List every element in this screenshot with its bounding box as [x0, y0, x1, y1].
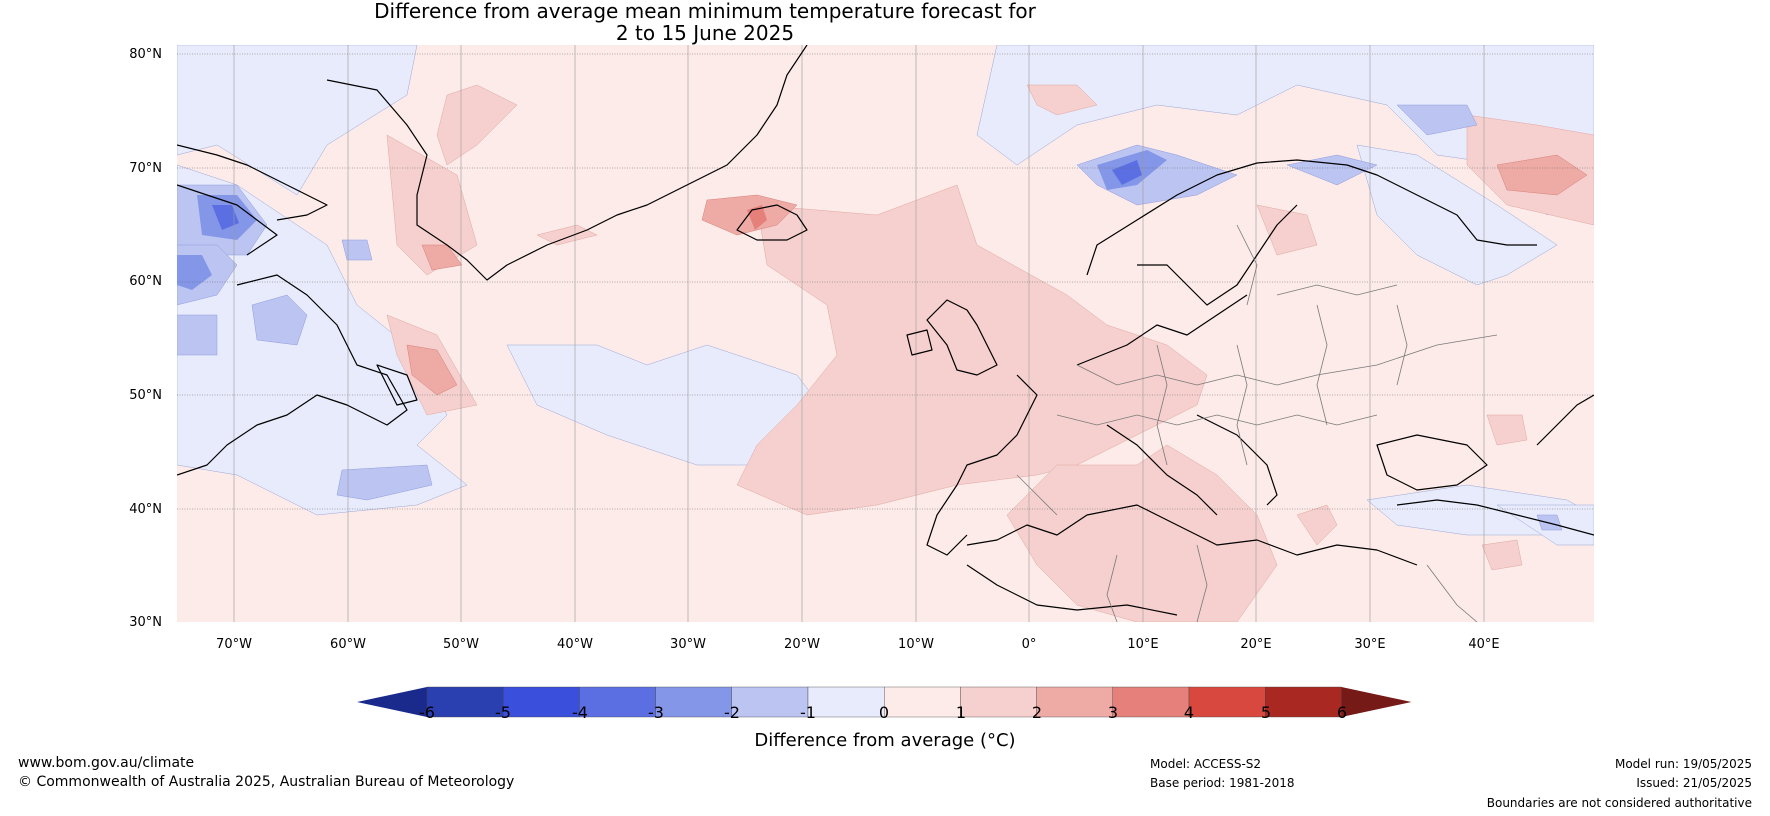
- colorbar-tick: 2: [1031, 703, 1043, 722]
- colorbar-tick: 0: [878, 703, 890, 722]
- colorbar-tick: -1: [800, 703, 816, 722]
- lon-label-20w: 20°W: [784, 637, 820, 652]
- colorbar-segment: [1036, 686, 1113, 718]
- colorbar: [357, 686, 1412, 718]
- lon-label-20e: 20°E: [1240, 637, 1272, 652]
- base-period-text: Base period: 1981-2018: [1150, 776, 1295, 790]
- model-run-text: Model run: 19/05/2025: [1614, 757, 1752, 771]
- lat-label-60n: 60°N: [129, 274, 162, 289]
- colorbar-tick: -2: [724, 703, 740, 722]
- issued-text: Issued: 21/05/2025: [1636, 776, 1752, 790]
- lat-label-30n: 30°N: [129, 615, 162, 630]
- website-link[interactable]: www.bom.gov.au/climate: [18, 755, 195, 771]
- lat-label-40n: 40°N: [129, 502, 162, 517]
- colorbar-label: Difference from average (°C): [754, 730, 1016, 751]
- lon-label-40e: 40°E: [1468, 637, 1500, 652]
- model-text: Model: ACCESS-S2: [1150, 757, 1262, 771]
- anomaly-contours: [177, 45, 1594, 546]
- disclaimer-text: Boundaries are not considered authoritat…: [1486, 796, 1752, 810]
- lon-label-0: 0°: [1021, 637, 1037, 652]
- lon-label-30w: 30°W: [670, 637, 706, 652]
- lon-label-50w: 50°W: [443, 637, 479, 652]
- colorbar-segment: [960, 686, 1037, 718]
- forecast-map: [177, 45, 1594, 622]
- lon-label-10w: 10°W: [898, 637, 934, 652]
- colorbar-segment: [579, 686, 656, 718]
- map-title-line-1: Difference from average mean minimum tem…: [374, 0, 1036, 23]
- colorbar-tick: -6: [419, 703, 435, 722]
- colorbar-tick: 3: [1107, 703, 1119, 722]
- colorbar-segment: [807, 686, 885, 718]
- map-title-line-2: 2 to 15 June 2025: [615, 21, 795, 45]
- colorbar-tick: 5: [1260, 703, 1272, 722]
- colorbar-extend-high: [1341, 687, 1412, 717]
- colorbar-extend-low: [357, 687, 427, 717]
- lon-label-60w: 60°W: [330, 637, 366, 652]
- colorbar-tick: -5: [495, 703, 511, 722]
- colorbar-segment: [502, 686, 580, 718]
- colorbar-segment: [1112, 686, 1190, 718]
- lon-label-10e: 10°E: [1127, 637, 1159, 652]
- colorbar-segment: [1188, 686, 1266, 718]
- colorbar-segment: [731, 686, 809, 718]
- colorbar-segment: [884, 686, 961, 718]
- colorbar-tick: 4: [1183, 703, 1195, 722]
- lat-label-70n: 70°N: [129, 161, 162, 176]
- lon-label-70w: 70°W: [216, 637, 252, 652]
- colorbar-tick: 6: [1336, 703, 1348, 722]
- lat-label-80n: 80°N: [129, 47, 162, 62]
- lon-label-40w: 40°W: [557, 637, 593, 652]
- colorbar-segment: [655, 686, 733, 718]
- colorbar-tick: -3: [648, 703, 664, 722]
- colorbar-segment: [1265, 686, 1342, 718]
- lon-label-30e: 30°E: [1354, 637, 1386, 652]
- colorbar-tick: -4: [572, 703, 588, 722]
- lat-label-50n: 50°N: [129, 388, 162, 403]
- colorbar-tick: 1: [955, 703, 967, 722]
- copyright-text: © Commonwealth of Australia 2025, Austra…: [18, 774, 515, 790]
- colorbar-segment: [426, 686, 504, 718]
